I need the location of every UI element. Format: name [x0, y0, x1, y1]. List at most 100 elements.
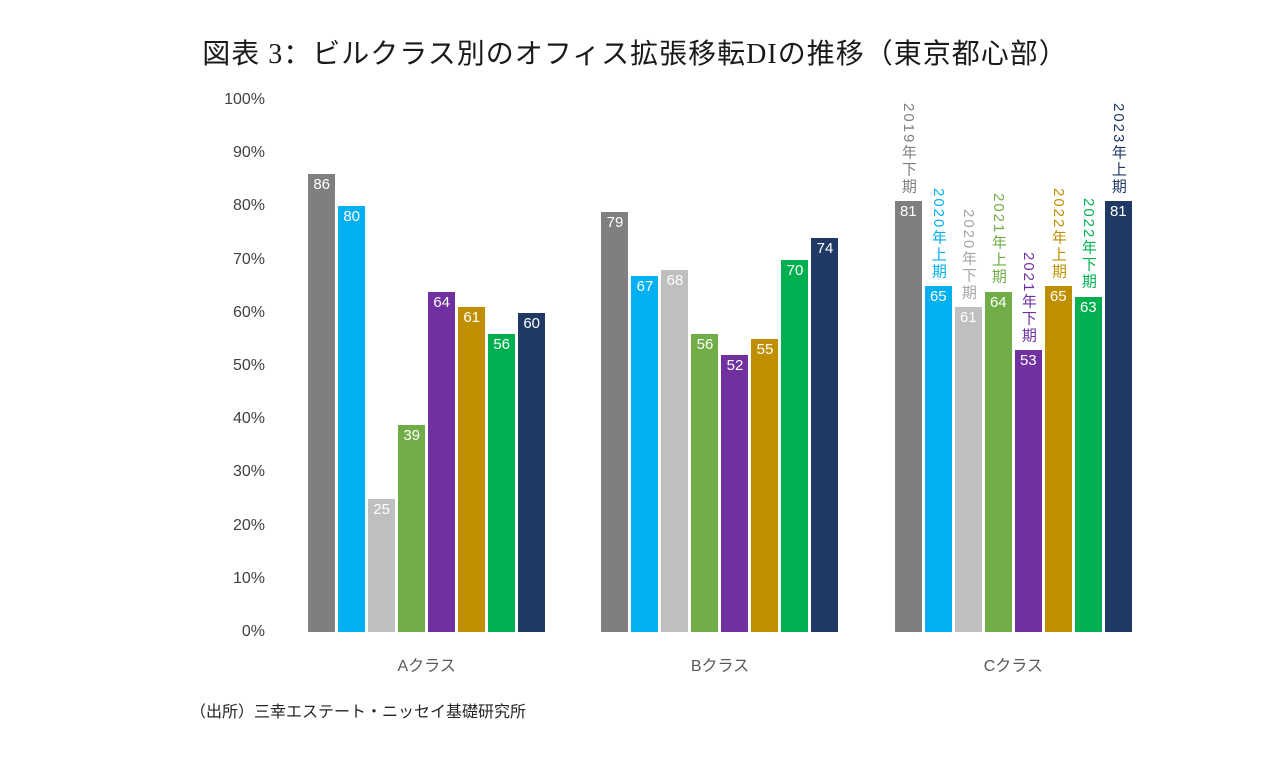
- series-label: 2020年下期: [959, 209, 977, 302]
- bar: 67: [631, 275, 659, 632]
- y-tick-label: 60%: [232, 303, 265, 321]
- bar-value-label: 39: [403, 426, 420, 444]
- bar: 63: [1074, 296, 1102, 632]
- y-tick-label: 50%: [232, 357, 265, 374]
- bar-slot: 74: [811, 100, 839, 632]
- series-label: 2022年上期: [1049, 187, 1067, 281]
- bar-value-label: 86: [313, 176, 330, 194]
- bar: 74: [811, 238, 839, 632]
- bar-slot: 64 2021年上期: [984, 100, 1012, 632]
- series-label: 2021年下期: [1019, 251, 1037, 345]
- bar-slot: 39: [398, 100, 426, 632]
- y-tick-label: 20%: [232, 516, 265, 534]
- bar: 61: [954, 307, 982, 632]
- bar: 65: [1044, 286, 1072, 632]
- y-tick-label: 90%: [232, 144, 265, 162]
- bar: 81: [894, 201, 922, 632]
- bar-slot: 65 2020年上期: [924, 100, 952, 632]
- bar-slot: 63 2022年下期: [1074, 100, 1102, 632]
- bar: 70: [781, 259, 809, 632]
- y-tick-label: 40%: [232, 410, 265, 428]
- bar-slot: 52: [721, 100, 749, 632]
- bar: 68: [661, 270, 689, 632]
- bar-value-label: 81: [1109, 203, 1127, 221]
- bar: 61: [458, 307, 486, 632]
- bar: 60: [518, 312, 546, 632]
- bar: 80: [338, 206, 366, 632]
- x-axis: Aクラス Bクラス Cクラス: [280, 652, 1160, 676]
- bar-value-label: 74: [816, 240, 834, 258]
- bar-value-label: 67: [636, 277, 654, 295]
- bar-slot: 81 2023年上期: [1104, 100, 1132, 632]
- bar-value-label: 81: [899, 203, 917, 221]
- y-tick-label: 10%: [232, 569, 265, 587]
- bar-slot: 68: [661, 100, 689, 632]
- bar-group-Cクラス: 81 2019年下期 65 2020年上期 61 2020年下期 64 2021年上期 53 20…: [867, 100, 1160, 632]
- bar-slot: 79: [601, 100, 629, 632]
- bar-value-label: 70: [786, 261, 804, 279]
- bar: 56: [488, 334, 516, 632]
- bar: 52: [721, 355, 749, 632]
- bar: 55: [751, 339, 779, 632]
- y-tick-label: 70%: [232, 250, 265, 268]
- bar-slot: 55: [751, 100, 779, 632]
- bar: 25: [368, 499, 396, 632]
- bar: 64: [428, 291, 456, 632]
- series-label: 2020年上期: [929, 187, 947, 281]
- bar: 53: [1014, 350, 1042, 632]
- bar: 81: [1104, 201, 1132, 632]
- category-label: Aクラス: [397, 658, 456, 675]
- bar-slot: 64: [428, 100, 456, 632]
- bar-value-label: 61: [959, 309, 977, 327]
- series-label: 2022年下期: [1079, 198, 1097, 291]
- category-label: Bクラス: [690, 658, 750, 675]
- bar-value-label: 55: [756, 341, 774, 359]
- bar: 79: [601, 211, 629, 632]
- bar-value-label: 56: [493, 336, 510, 354]
- bar-slot: 86: [308, 100, 336, 632]
- y-axis: 100% 90% 80% 70% 60% 50% 40% 30% 20% 10% 0%: [0, 91, 265, 640]
- bar-group-Bクラス: 79 67 68 56 52 55 70 74: [573, 100, 866, 632]
- bar-value-label: 79: [606, 213, 624, 231]
- bar-slot: 70: [781, 100, 809, 632]
- bar-value-label: 61: [463, 309, 480, 327]
- bar-slot: 53 2021年下期: [1014, 100, 1042, 632]
- series-label: 2021年上期: [989, 193, 1007, 286]
- bar-group-Aクラス: 86 80 25 39 64 61 56 60: [280, 100, 573, 632]
- bar-value-label: 65: [929, 288, 947, 306]
- bar: 64: [984, 291, 1012, 632]
- bar-value-label: 53: [1019, 352, 1037, 370]
- y-tick-label: 80%: [232, 197, 265, 215]
- bar-value-label: 65: [1049, 288, 1067, 306]
- category-label: Cクラス: [983, 658, 1043, 675]
- bar-value-label: 56: [696, 336, 714, 354]
- bar-slot: 61 2020年下期: [954, 100, 982, 632]
- bar-slot: 56: [691, 100, 719, 632]
- bar-value-label: 68: [666, 272, 684, 290]
- bar-slot: 65 2022年上期: [1044, 100, 1072, 632]
- bar: 65: [924, 286, 952, 632]
- bar-value-label: 80: [343, 208, 360, 226]
- bar-value-label: 60: [523, 314, 540, 332]
- bar-value-label: 63: [1079, 298, 1097, 316]
- bar: 39: [398, 424, 426, 632]
- bar-slot: 67: [631, 100, 659, 632]
- bar-slot: 80: [338, 100, 366, 632]
- y-tick-label: 100%: [224, 91, 265, 108]
- bar-slot: 81 2019年下期: [894, 100, 922, 632]
- bar-slot: 56: [488, 100, 516, 632]
- source-note: （出所）三幸エステート・ニッセイ基礎研究所: [190, 704, 527, 721]
- series-label: 2019年下期: [899, 102, 917, 196]
- bar-value-label: 52: [726, 357, 744, 375]
- y-tick-label: 30%: [232, 463, 265, 481]
- chart-title: 図表 3：ビルクラス別のオフィス拡張移転DIの推移（東京都心部）: [202, 39, 1068, 70]
- bar-slot: 61: [458, 100, 486, 632]
- y-tick-label: 0%: [241, 623, 265, 640]
- bar: 56: [691, 334, 719, 632]
- plot-area: 86 80 25 39 64 61 56 60 79 67 68 56 52 55 70 74 81 2019年下…: [280, 100, 1160, 632]
- bar: 86: [308, 174, 336, 632]
- bar-slot: 25: [368, 100, 396, 632]
- bar-value-label: 64: [989, 293, 1007, 311]
- bar-value-label: 64: [433, 293, 450, 311]
